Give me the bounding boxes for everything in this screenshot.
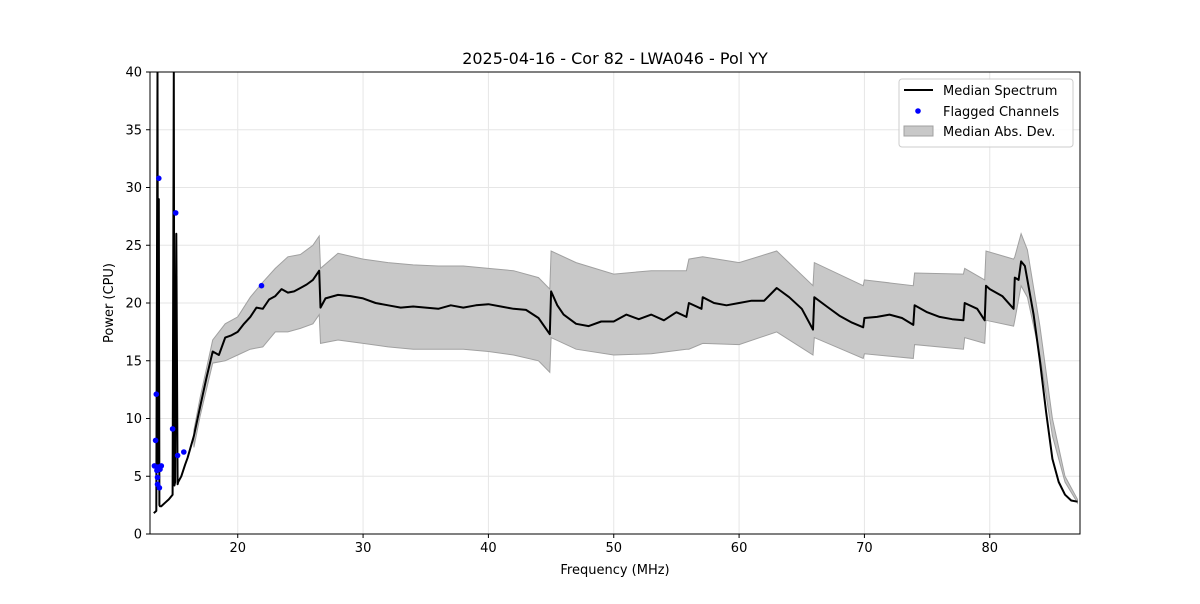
flagged-channel-point bbox=[155, 464, 161, 470]
y-tick-label: 20 bbox=[125, 297, 142, 312]
median-spectrum-line bbox=[153, 72, 1078, 514]
flagged-channel-point bbox=[169, 426, 176, 432]
y-tick-label: 35 bbox=[125, 123, 142, 138]
flagged-channel-point bbox=[153, 391, 160, 398]
y-tick-label: 25 bbox=[125, 239, 142, 254]
axis-ticks: 20 30 40 50 60 70 80 0 5 10 15 20 25 30 35 40 bbox=[125, 66, 998, 557]
y-tick-label: 15 bbox=[125, 354, 142, 369]
y-tick-label: 0 bbox=[134, 528, 142, 543]
flagged-channel-point bbox=[156, 175, 162, 182]
x-tick-label: 70 bbox=[856, 541, 873, 556]
y-tick-label: 40 bbox=[125, 66, 142, 81]
y-tick-label: 10 bbox=[125, 412, 142, 427]
y-tick-label: 5 bbox=[134, 470, 142, 485]
legend-label-mad: Median Abs. Dev. bbox=[943, 125, 1055, 140]
legend-band-swatch bbox=[903, 125, 934, 137]
flagged-channel-point bbox=[258, 282, 265, 289]
x-tick-label: 80 bbox=[981, 541, 998, 556]
x-tick-label: 50 bbox=[605, 541, 622, 556]
flagged-channel-point bbox=[154, 474, 161, 481]
legend-label-median: Median Spectrum bbox=[943, 84, 1057, 99]
plot-data bbox=[151, 72, 1078, 514]
flagged-channel-point bbox=[181, 449, 187, 455]
chart-title: 2025-04-16 - Cor 82 - LWA046 - Pol YY bbox=[462, 49, 768, 68]
mad-band bbox=[193, 232, 1078, 505]
flagged-channel-point bbox=[152, 437, 159, 444]
flagged-channel-point bbox=[156, 485, 163, 491]
y-tick-label: 30 bbox=[125, 181, 142, 196]
x-tick-label: 30 bbox=[355, 541, 372, 556]
x-tick-label: 60 bbox=[731, 541, 748, 556]
x-axis-label: Frequency (MHz) bbox=[560, 563, 669, 578]
x-tick-label: 40 bbox=[480, 541, 497, 556]
flagged-channel-point bbox=[172, 210, 179, 216]
flagged-channel-point bbox=[174, 452, 181, 459]
x-tick-label: 20 bbox=[229, 541, 246, 556]
y-axis-label: Power (CPU) bbox=[102, 263, 117, 343]
legend-box bbox=[898, 78, 1074, 148]
legend-dot-swatch bbox=[915, 108, 921, 114]
legend-label-flagged: Flagged Channels bbox=[943, 105, 1059, 120]
legend: Median Spectrum Flagged Channels Median … bbox=[898, 78, 1074, 148]
